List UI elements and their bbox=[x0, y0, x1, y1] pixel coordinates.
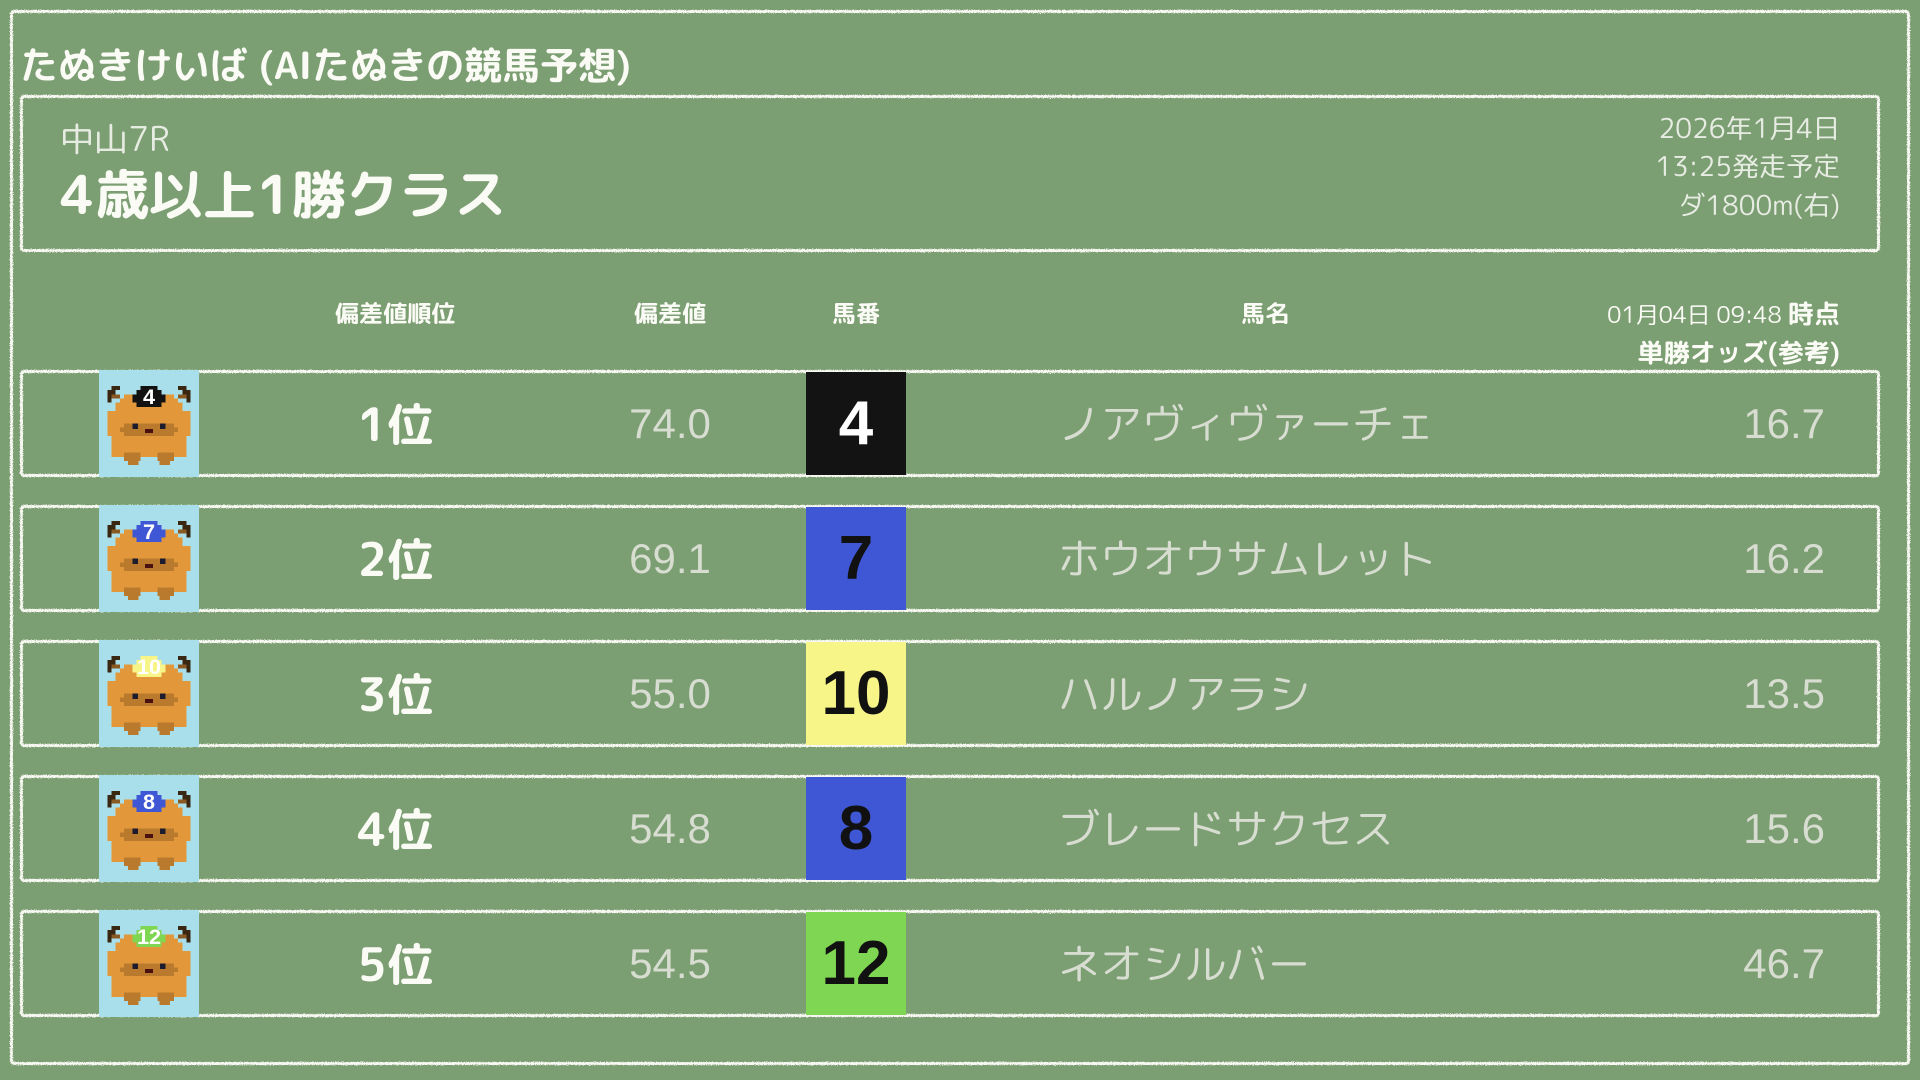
svg-text:10: 10 bbox=[137, 654, 161, 679]
svg-text:8: 8 bbox=[143, 789, 155, 814]
svg-text:12: 12 bbox=[137, 924, 161, 949]
svg-text:7: 7 bbox=[143, 519, 155, 544]
svg-text:4: 4 bbox=[143, 384, 155, 409]
